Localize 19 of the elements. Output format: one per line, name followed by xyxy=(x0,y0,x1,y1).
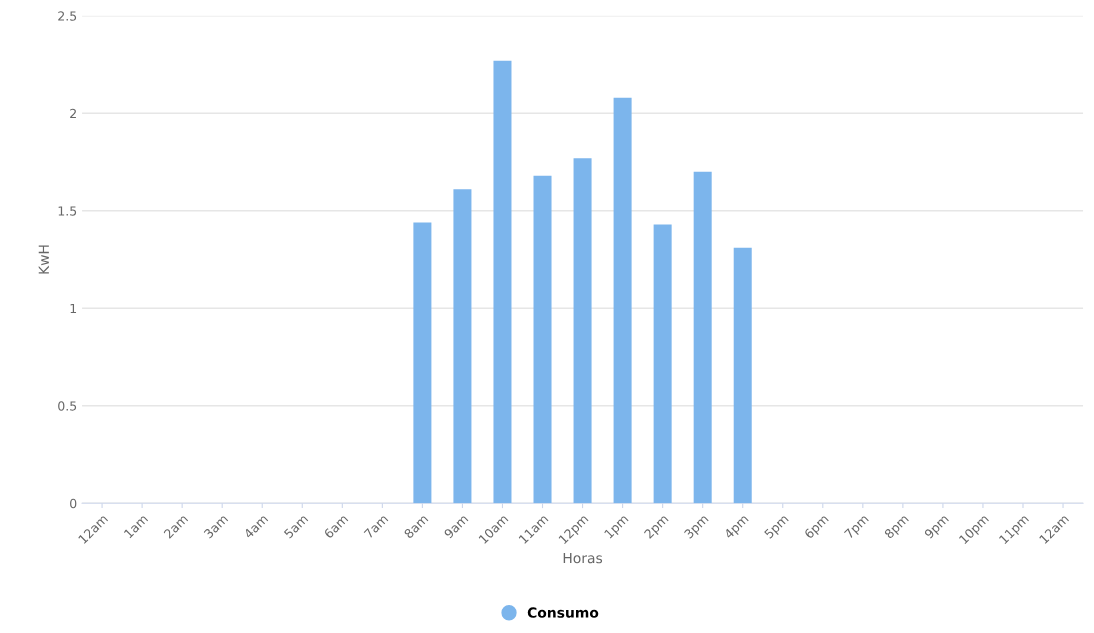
bar xyxy=(533,175,552,504)
legend-label: Consumo xyxy=(527,607,599,618)
bar xyxy=(453,189,472,504)
bar xyxy=(493,60,512,504)
bar xyxy=(733,247,752,504)
y-tick-label: 1.5 xyxy=(58,206,77,216)
y-tick-label: 1 xyxy=(70,303,77,314)
y-tick-label: 0 xyxy=(70,498,77,509)
x-tick-label: 4am xyxy=(243,513,269,540)
y-tick-label: 0.5 xyxy=(58,401,77,411)
y-tick-label: 2.5 xyxy=(58,11,77,21)
bar xyxy=(693,171,712,504)
bar xyxy=(413,222,432,504)
y-axis-title: KwH xyxy=(38,245,49,274)
x-axis-title: Horas xyxy=(563,552,603,564)
y-tick-label: 2 xyxy=(70,108,76,119)
bar xyxy=(653,224,672,504)
bar xyxy=(613,97,632,504)
bar xyxy=(573,158,592,504)
